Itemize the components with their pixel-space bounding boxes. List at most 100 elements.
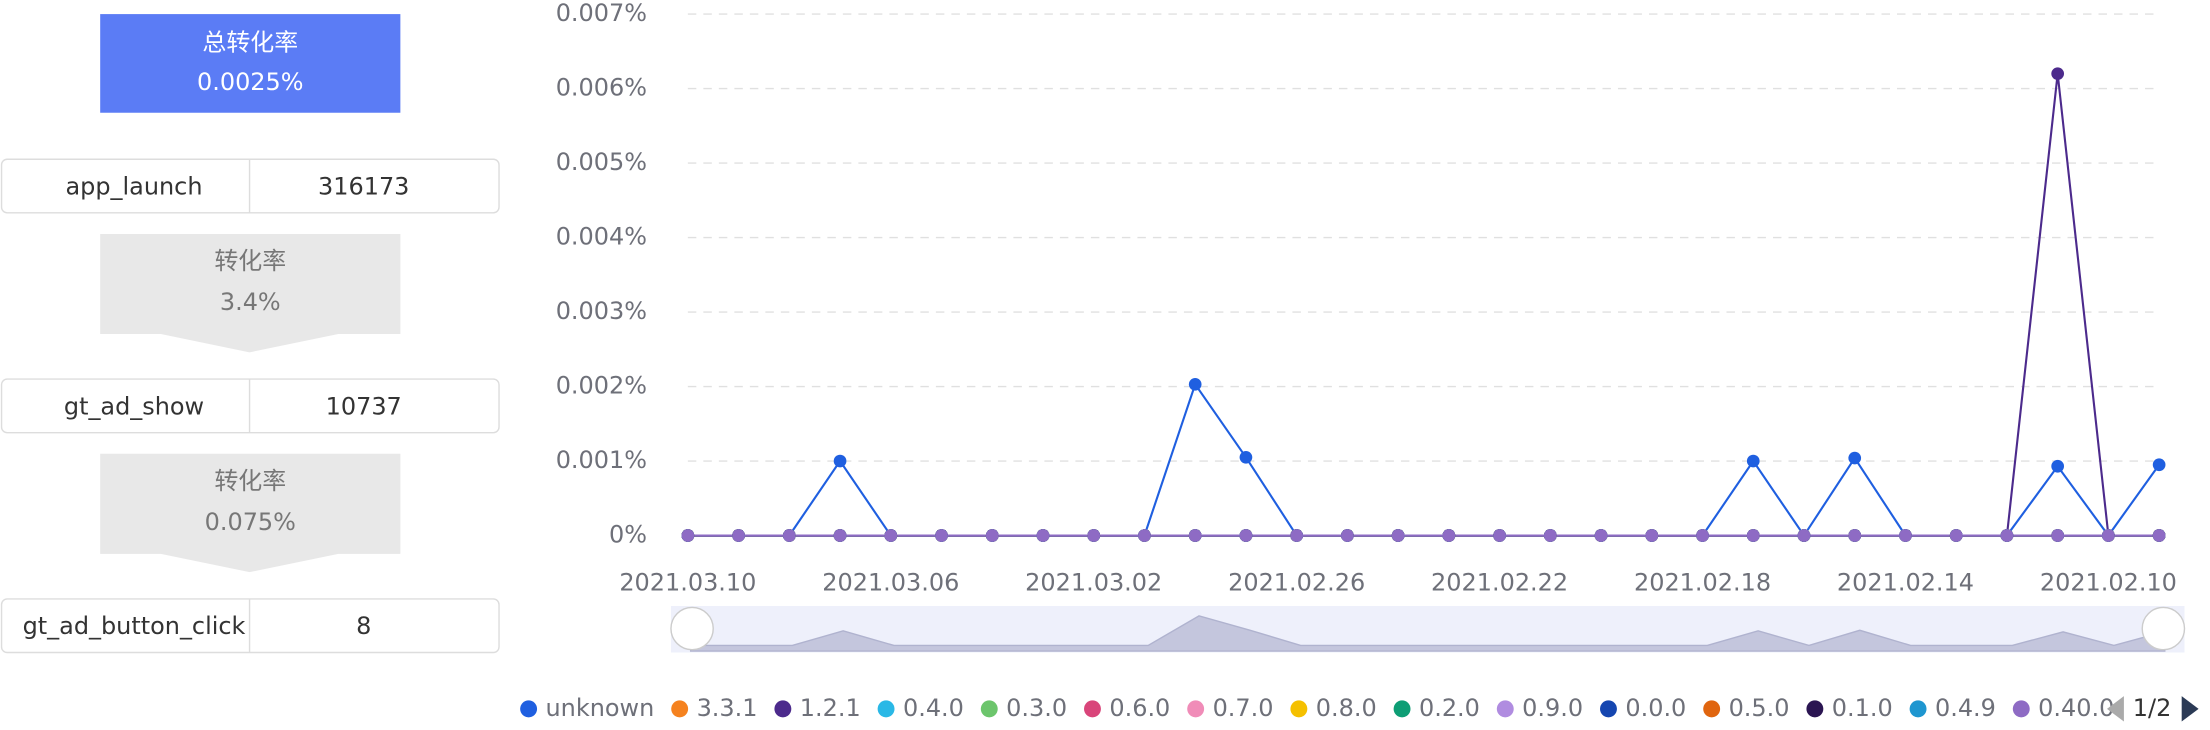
series-point [833,529,847,542]
series-point [1239,529,1253,542]
legend-marker [980,700,998,718]
conversion-rate: 3.4% [220,288,281,316]
series-point [2152,529,2166,542]
series-point [1594,529,1608,542]
legend-marker [1393,700,1411,718]
legend-label: 0.0.0 [1625,694,1686,722]
series-point [1848,529,1862,542]
x-tick-label: 2021.02.10 [2040,568,2177,596]
series-point [2000,529,2014,542]
series-point [1188,377,1202,391]
legend-marker [1496,700,1514,718]
legend-marker [1806,700,1824,718]
legend-label: 0.1.0 [1832,694,1893,722]
legend-marker [1084,700,1101,718]
series-point [833,454,847,468]
legend-marker [1187,700,1205,718]
y-tick-label: 0.003% [556,297,647,325]
series-point [1036,529,1050,542]
series-point [2051,67,2065,81]
legend-label: unknown [546,694,655,722]
total-rate: 0.0025% [197,68,304,96]
legend-marker [1703,700,1721,718]
legend-marker [2012,700,2030,718]
legend-marker [520,700,538,718]
series-point [1087,529,1101,542]
series-point [732,529,745,542]
x-tick-label: 2021.03.02 [1025,568,1162,596]
conversion-arrow [100,233,401,353]
legend-marker [1290,700,1308,718]
legend-label: 1.2.1 [800,694,861,722]
series-point [1493,529,1506,542]
y-tick-label: 0.006% [556,74,647,102]
series-line [687,73,2160,537]
legend-label: 0.7.0 [1213,694,1274,722]
total-label: 总转化率 [202,29,298,57]
series-point [782,529,796,542]
total-box [100,14,401,113]
zoom-handle[interactable] [670,606,714,651]
y-tick-label: 0.004% [556,223,647,251]
legend-page: 1/2 [2133,694,2172,722]
legend-label: 0.9.0 [1522,694,1583,722]
x-tick-label: 2021.03.06 [822,568,959,596]
legend-label: 0.5.0 [1729,694,1790,722]
series-point [2152,458,2166,472]
x-tick-label: 2021.03.10 [619,568,756,596]
zoom-handle[interactable] [2141,606,2186,651]
step-name: gt_ad_button_click [23,612,246,640]
conversion-label: 转化率 [214,247,286,275]
step-name: gt_ad_show [64,392,204,420]
x-tick-label: 2021.02.14 [1837,568,1974,596]
x-tick-label: 2021.02.22 [1431,568,1568,596]
series-point [1899,529,1912,542]
legend-label: 0.8.0 [1316,694,1377,722]
series-point [681,529,695,542]
x-tick-label: 2021.02.18 [1634,568,1771,596]
series-point [1949,529,1963,542]
series-point [1848,451,1862,465]
series-point [1696,529,1709,542]
y-tick-label: 0% [609,521,647,549]
series-point [1341,529,1354,542]
legend-marker [774,700,792,718]
y-tick-label: 0.005% [556,148,647,176]
series-point [985,529,999,542]
zoom-area [689,615,2166,652]
series-point [1239,450,1253,464]
step-count: 10737 [326,392,402,420]
step-count: 8 [356,612,371,640]
legend-label: 3.3.1 [697,694,758,722]
conversion-rate: 0.075% [205,508,296,536]
series-point [935,529,948,542]
series-point [1442,529,1456,542]
funnel: 总转化率 0.0025% app_launch 316173 转化率 3.4% … [0,14,500,654]
legend-next[interactable] [2181,696,2199,722]
series-point [884,529,898,542]
series-point [2051,459,2065,473]
legend-marker [1909,700,1927,718]
conversion-label: 转化率 [214,467,286,495]
x-tick-label: 2021.02.26 [1228,568,1365,596]
series-point [2051,529,2065,542]
legend-label: 0.6.0 [1109,694,1170,722]
series-point [1543,529,1557,542]
legend-marker [1600,700,1617,718]
legend-label: 0.40.0 [2038,694,2114,722]
series-point [1188,529,1202,542]
series-line [687,381,2160,538]
series-point [1645,529,1659,542]
y-tick-label: 0.007% [556,0,647,27]
legend-label: 0.4.9 [1935,694,1996,722]
series-point [1746,529,1760,542]
legend-marker [877,700,895,718]
series-point [1391,529,1405,542]
series-point [2102,529,2115,542]
legend-marker [671,700,689,718]
legend-label: 0.4.0 [903,694,964,722]
step-name: app_launch [65,172,202,200]
legend-prev[interactable] [2106,696,2124,722]
